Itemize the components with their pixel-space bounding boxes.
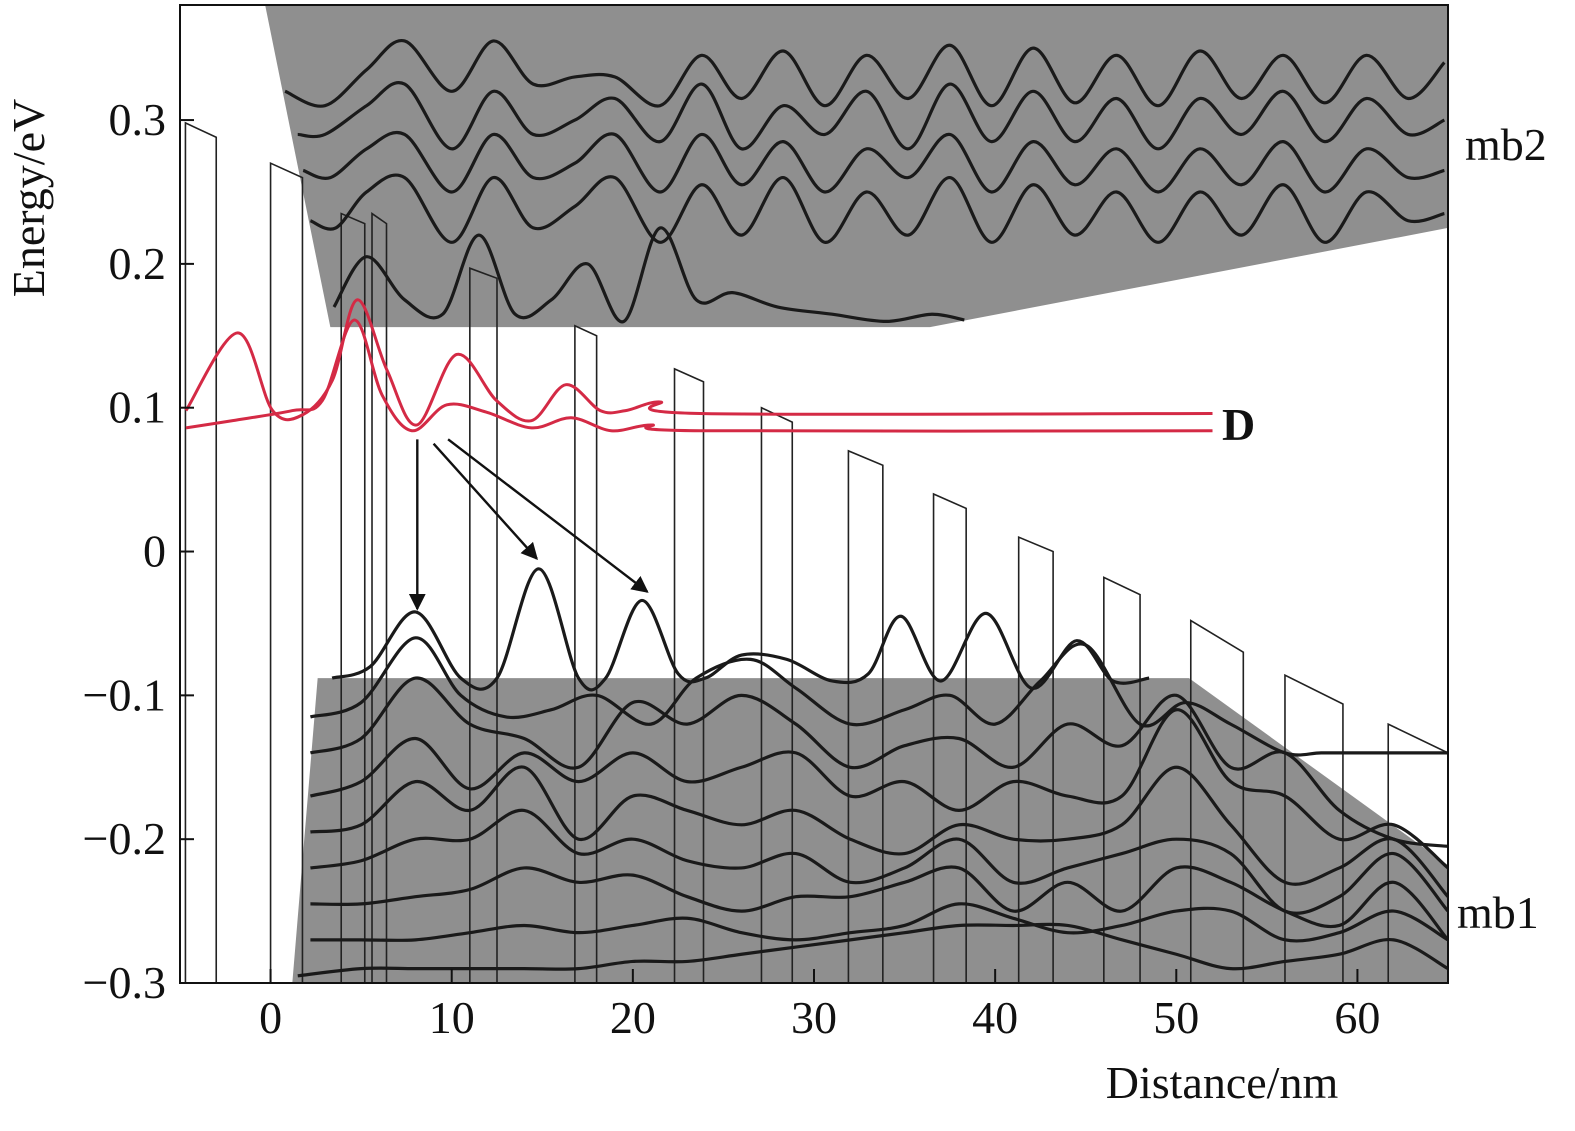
y-tick-label: −0.2 (83, 813, 166, 864)
transition-arrow (432, 442, 538, 560)
barrier (1103, 576, 1141, 983)
plot-area (184, 5, 1448, 983)
barrier (340, 212, 366, 983)
barrier (574, 324, 598, 983)
wavefunction-line (184, 298, 1213, 427)
y-axis-label: Energy/eV (3, 99, 54, 297)
wavefunction-line (284, 39, 1446, 108)
barrier (469, 267, 498, 983)
x-tick-label: 50 (1153, 992, 1199, 1043)
x-tick-label: 30 (791, 992, 837, 1043)
y-tick-label: 0.2 (109, 238, 167, 289)
barrier (184, 121, 218, 983)
wavefunction-line (310, 765, 1448, 898)
barrier (371, 212, 388, 983)
barrier (847, 449, 884, 983)
transition-arrow (447, 438, 649, 593)
level-label: D (1222, 399, 1255, 450)
wavefunction-line (331, 567, 1150, 692)
barrier (269, 161, 304, 983)
barrier (1189, 619, 1245, 983)
miniband (265, 5, 1448, 328)
wavefunction-line (309, 636, 1448, 757)
wavefunction-line (310, 808, 1448, 915)
barrier (673, 367, 705, 983)
wavefunction-line (332, 226, 965, 324)
x-tick-label: 40 (972, 992, 1018, 1043)
y-tick-label: 0.1 (109, 382, 167, 433)
wavefunction-line (302, 131, 1445, 194)
wavefunction-line (309, 708, 1448, 870)
x-tick-label: 60 (1334, 992, 1380, 1043)
wavefunction-line (297, 81, 1446, 151)
wavefunction-line (310, 902, 1448, 943)
band-label: mb2 (1465, 119, 1547, 170)
y-tick-label: 0.3 (109, 94, 167, 145)
y-tick-label: −0.1 (83, 669, 166, 720)
barrier (1284, 673, 1344, 983)
wavefunction-line (297, 922, 1448, 978)
x-axis-label: Distance/nm (1106, 1057, 1339, 1108)
x-tick-label: 0 (259, 992, 282, 1043)
miniband (292, 678, 1448, 983)
y-tick-label: −0.3 (83, 957, 166, 1008)
wavefunction-line (309, 676, 1448, 848)
x-tick-label: 10 (429, 992, 475, 1043)
band-label: mb1 (1457, 887, 1539, 938)
y-tick-label: 0 (143, 526, 166, 577)
wavefunction-line (309, 173, 1445, 244)
wavefunction-line (310, 865, 1448, 941)
wavefunction-line (185, 318, 1213, 433)
barrier (1017, 535, 1054, 983)
x-tick-label: 20 (610, 992, 656, 1043)
